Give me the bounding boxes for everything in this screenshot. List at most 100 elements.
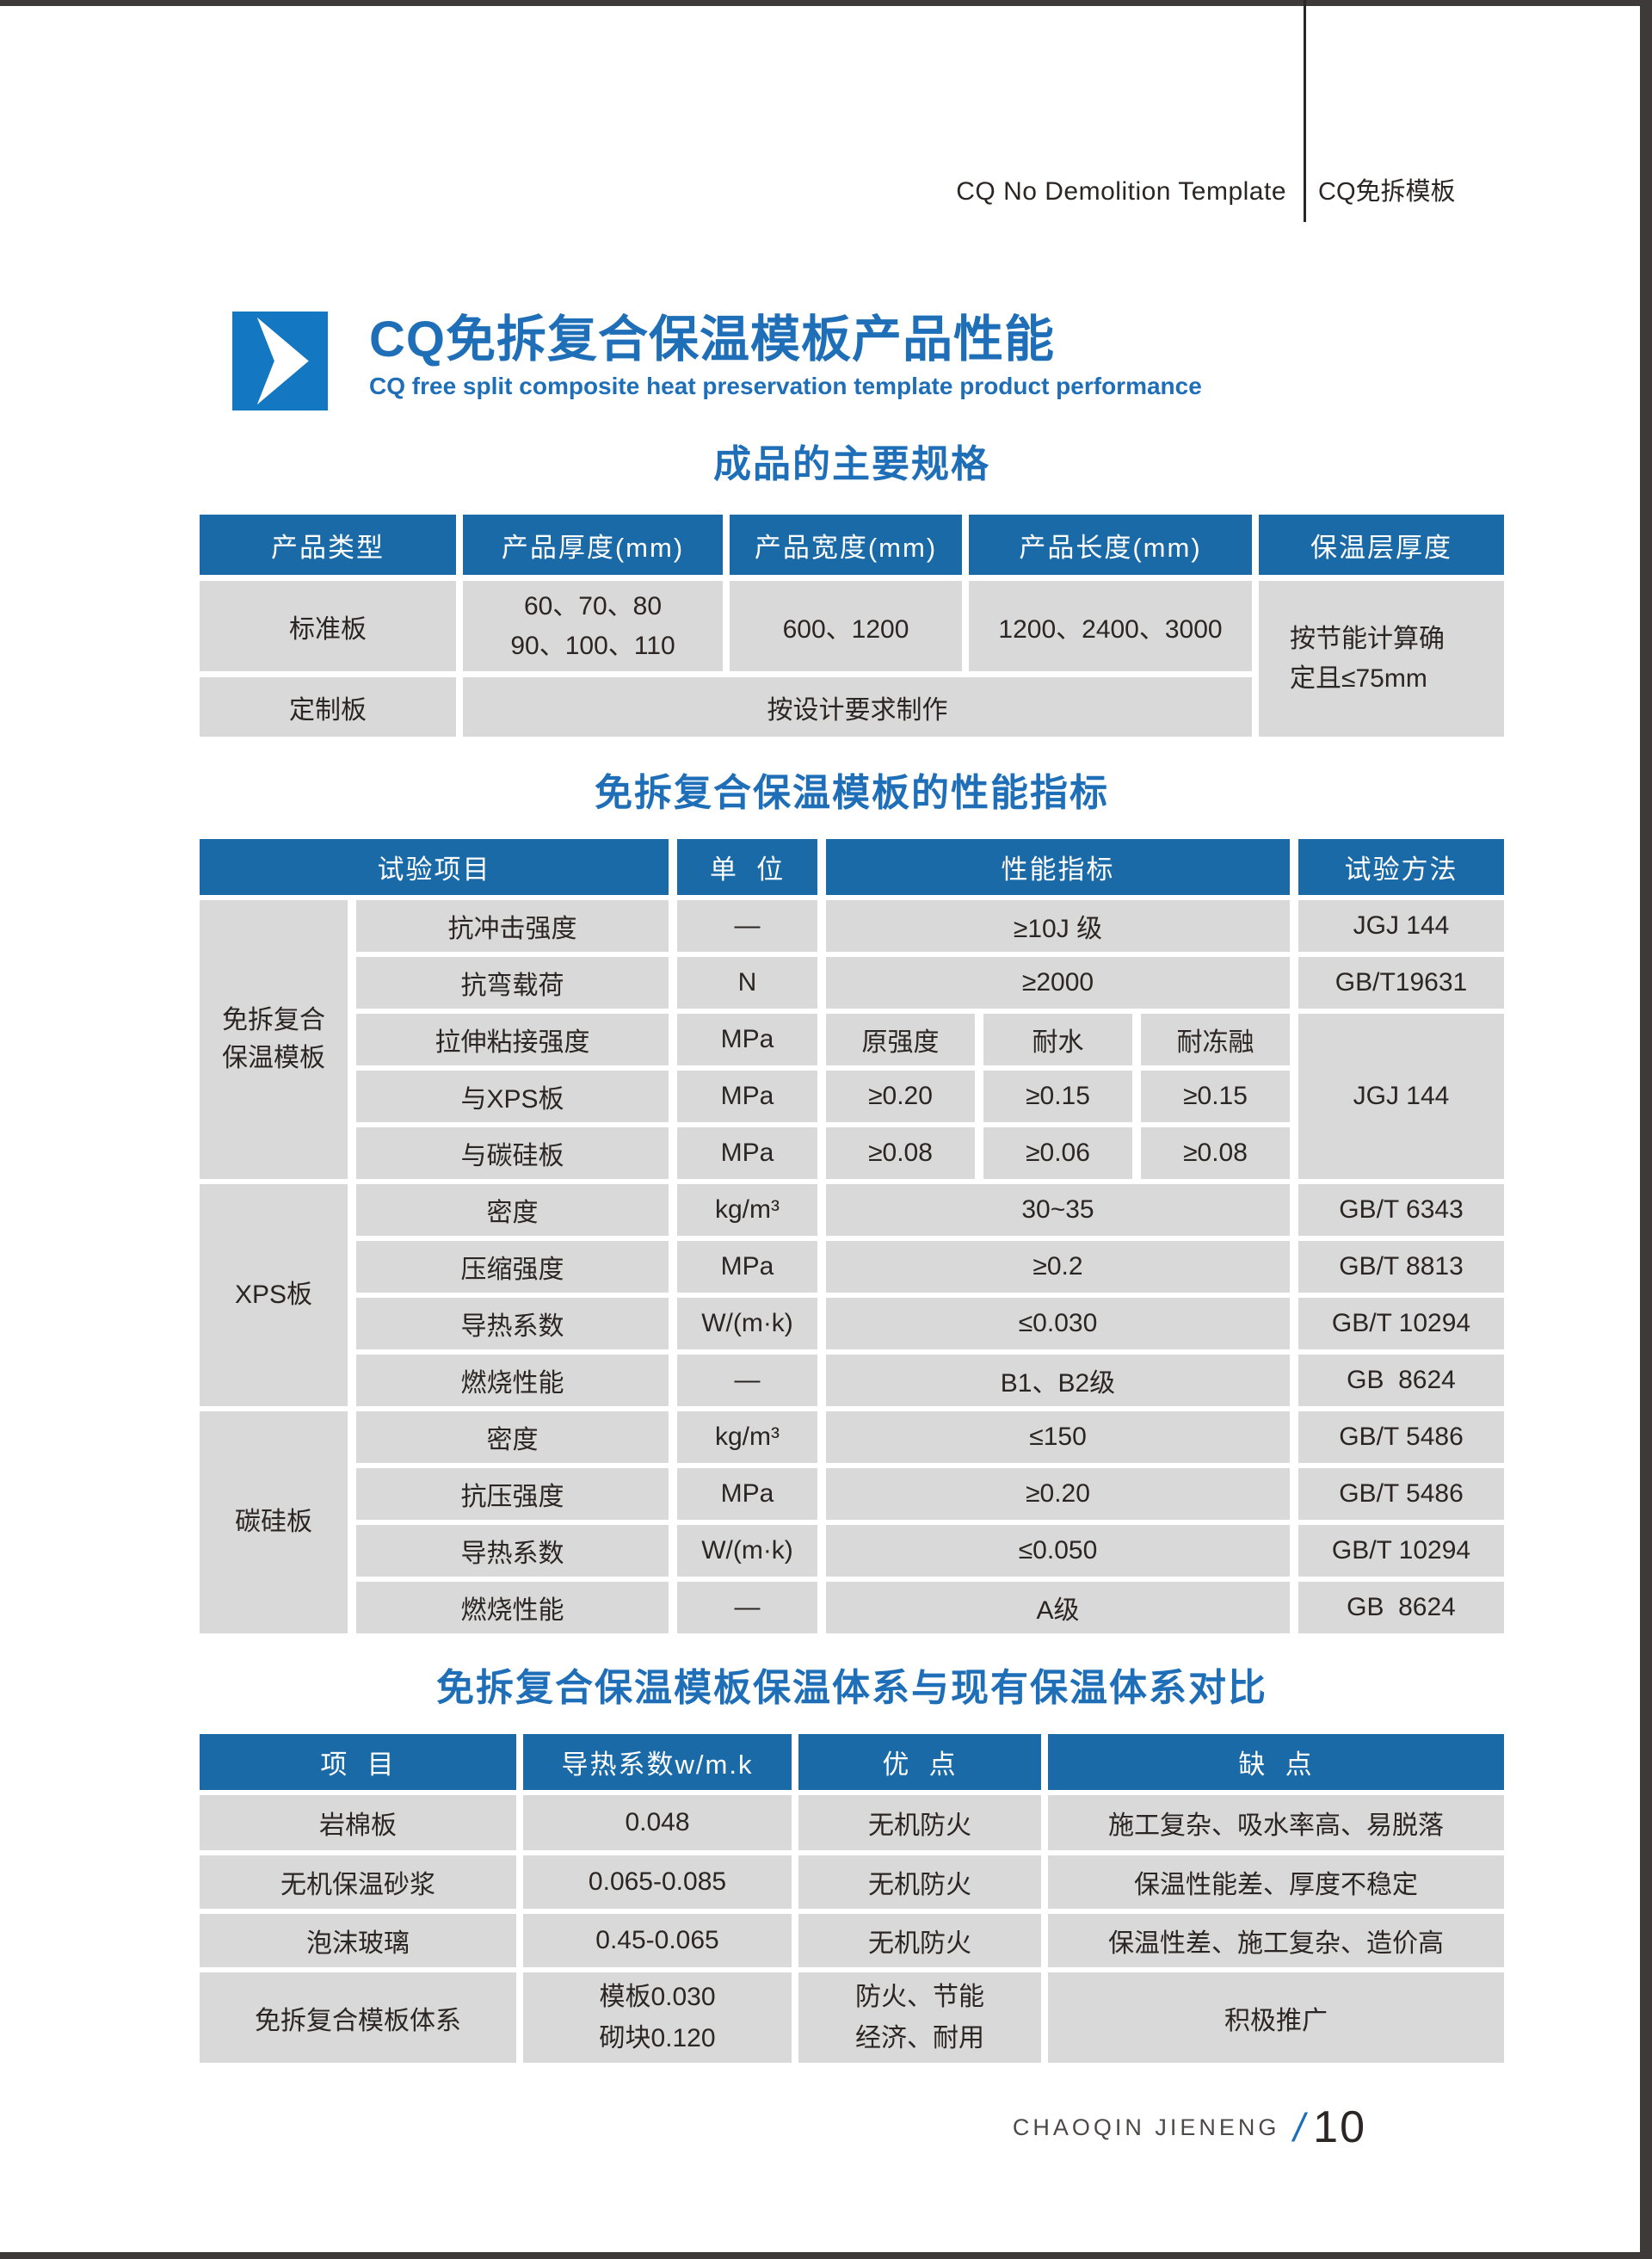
perf-unit: kg/m³ xyxy=(677,1184,817,1236)
arrow-right-icon xyxy=(232,312,328,410)
footer-slash-icon: / xyxy=(1293,2105,1305,2150)
spec-header-cell: 保温层厚度 xyxy=(1259,515,1504,575)
perf-value: ≥2000 xyxy=(826,957,1290,1009)
perf-item: 导热系数 xyxy=(356,1525,669,1577)
perf-method: GB/T 10294 xyxy=(1298,1298,1504,1349)
page-footer: CHAOQIN JIENENG / 10 xyxy=(1013,2105,1366,2150)
perf-unit: MPa xyxy=(677,1071,817,1122)
perf-method: JGJ 144 xyxy=(1298,1014,1504,1179)
perf-item: 压缩强度 xyxy=(356,1241,669,1293)
spec-standard-thickness: 60、70、80 90、100、110 xyxy=(463,581,723,671)
perf-unit: kg/m³ xyxy=(677,1411,817,1463)
perf-item: 抗弯载荷 xyxy=(356,957,669,1009)
perf-unit: MPa xyxy=(677,1241,817,1293)
perf-subvalue: ≥0.08 xyxy=(826,1127,975,1179)
header-title-zh: CQ免拆模板 xyxy=(1318,178,1456,206)
perf-method: GB 8624 xyxy=(1298,1355,1504,1406)
compare-dis: 施工复杂、吸水率高、易脱落 xyxy=(1048,1795,1504,1850)
perf-unit: — xyxy=(677,1355,817,1406)
perf-subvalue: ≥0.15 xyxy=(983,1071,1132,1122)
insulation-note-line: 定且≤75mm xyxy=(1290,664,1427,693)
perf-item: 与碳硅板 xyxy=(356,1127,669,1179)
perf-subvalue: ≥0.15 xyxy=(1141,1071,1290,1122)
spec-table: 产品类型 产品厚度(mm) 产品宽度(mm) 产品长度(mm) 保温层厚度 标准… xyxy=(200,515,1504,737)
perf-subvalue: 耐水 xyxy=(983,1014,1132,1065)
perf-header-item: 试验项目 xyxy=(200,839,669,895)
compare-header-cell: 项 目 xyxy=(200,1734,516,1790)
right-border xyxy=(1640,0,1652,2259)
perf-value: ≥0.2 xyxy=(826,1241,1290,1293)
top-border xyxy=(0,0,1652,6)
perf-method: GB/T 5486 xyxy=(1298,1468,1504,1520)
perf-value: ≤150 xyxy=(826,1411,1290,1463)
perf-header-method: 试验方法 xyxy=(1298,839,1504,895)
section-heading-performance: 免拆复合保温模板的性能指标 xyxy=(595,772,1109,814)
perf-unit: W/(m·k) xyxy=(677,1525,817,1577)
perf-value: ≥0.20 xyxy=(826,1468,1290,1520)
perf-unit: MPa xyxy=(677,1127,817,1179)
page-title: CQ免拆复合保温模板产品性能 xyxy=(369,312,1056,367)
spec-custom-note: 按设计要求制作 xyxy=(463,677,1252,737)
perf-item: 密度 xyxy=(356,1184,669,1236)
compare-adv: 防火、节能 经济、耐用 xyxy=(798,1972,1041,2063)
spec-insulation-note: 按节能计算确 定且≤75mm xyxy=(1259,581,1504,737)
compare-header-cell: 导热系数w/m.k xyxy=(523,1734,792,1790)
thickness-line: 60、70、80 xyxy=(523,591,663,620)
perf-value: A级 xyxy=(826,1582,1290,1633)
compare-name: 免拆复合模板体系 xyxy=(200,1972,516,2063)
page-subtitle: CQ free split composite heat preservatio… xyxy=(369,373,1202,399)
perf-method: GB/T 10294 xyxy=(1298,1525,1504,1577)
bottom-border xyxy=(0,2252,1652,2259)
compare-name: 无机保温砂浆 xyxy=(200,1855,516,1909)
compare-header-cell: 缺 点 xyxy=(1048,1734,1504,1790)
thickness-line: 90、100、110 xyxy=(510,631,675,660)
perf-item: 密度 xyxy=(356,1411,669,1463)
perf-unit: — xyxy=(677,900,817,952)
spec-standard-type: 标准板 xyxy=(200,581,456,671)
perf-subvalue: ≥0.20 xyxy=(826,1071,975,1122)
compare-adv: 无机防火 xyxy=(798,1795,1041,1850)
perf-group-carbon: 碳硅板 xyxy=(200,1411,348,1633)
compare-table: 项 目 导热系数w/m.k 优 点 缺 点 岩棉板 0.048 无机防火 施工复… xyxy=(200,1734,1504,2063)
compare-k: 0.45-0.065 xyxy=(523,1914,792,1967)
perf-subvalue: 耐冻融 xyxy=(1141,1014,1290,1065)
insulation-note-line: 按节能计算确 xyxy=(1290,624,1445,653)
compare-k-line: 砌块0.120 xyxy=(599,2023,716,2052)
section-heading-compare: 免拆复合保温模板保温体系与现有保温体系对比 xyxy=(436,1667,1267,1709)
perf-item: 拉伸粘接强度 xyxy=(356,1014,669,1065)
spec-header-cell: 产品类型 xyxy=(200,515,456,575)
perf-item: 燃烧性能 xyxy=(356,1582,669,1633)
compare-k-line: 模板0.030 xyxy=(599,1982,716,2011)
perf-subvalue: 原强度 xyxy=(826,1014,975,1065)
compare-k: 0.048 xyxy=(523,1795,792,1850)
title-block: CQ免拆复合保温模板产品性能 CQ free split composite h… xyxy=(232,312,1202,410)
perf-group-composite: 免拆复合 保温模板 xyxy=(200,900,348,1179)
compare-name: 泡沫玻璃 xyxy=(200,1914,516,1967)
title-text-block: CQ免拆复合保温模板产品性能 CQ free split composite h… xyxy=(369,312,1202,399)
compare-k: 0.065-0.085 xyxy=(523,1855,792,1909)
perf-group-xps: XPS板 xyxy=(200,1184,348,1406)
perf-subvalue: ≥0.08 xyxy=(1141,1127,1290,1179)
perf-value: B1、B2级 xyxy=(826,1355,1290,1406)
content-column: 成品的主要规格 产品类型 产品厚度(mm) 产品宽度(mm) 产品长度(mm) … xyxy=(200,446,1504,2063)
header-divider xyxy=(1304,0,1306,222)
perf-value: ≥10J 级 xyxy=(826,900,1290,952)
footer-brand: CHAOQIN JIENENG xyxy=(1012,2114,1280,2140)
compare-adv: 无机防火 xyxy=(798,1914,1041,1967)
spec-header-cell: 产品厚度(mm) xyxy=(463,515,723,575)
perf-item: 与XPS板 xyxy=(356,1071,669,1122)
perf-method: GB/T 6343 xyxy=(1298,1184,1504,1236)
page-number: 10 xyxy=(1313,2102,1366,2152)
compare-k: 模板0.030 砌块0.120 xyxy=(523,1972,792,2063)
perf-unit: N xyxy=(677,957,817,1009)
spec-header-cell: 产品长度(mm) xyxy=(969,515,1252,575)
header-title-en: CQ No Demolition Template xyxy=(956,177,1286,206)
spec-header-cell: 产品宽度(mm) xyxy=(730,515,962,575)
perf-unit: — xyxy=(677,1582,817,1633)
perf-value: 30~35 xyxy=(826,1184,1290,1236)
compare-dis: 积极推广 xyxy=(1048,1972,1504,2063)
perf-method: JGJ 144 xyxy=(1298,900,1504,952)
perf-value: ≤0.050 xyxy=(826,1525,1290,1577)
performance-table: 试验项目 单 位 性能指标 试验方法 免拆复合 保温模板 XPS板 碳硅板 抗冲… xyxy=(200,839,1504,1633)
